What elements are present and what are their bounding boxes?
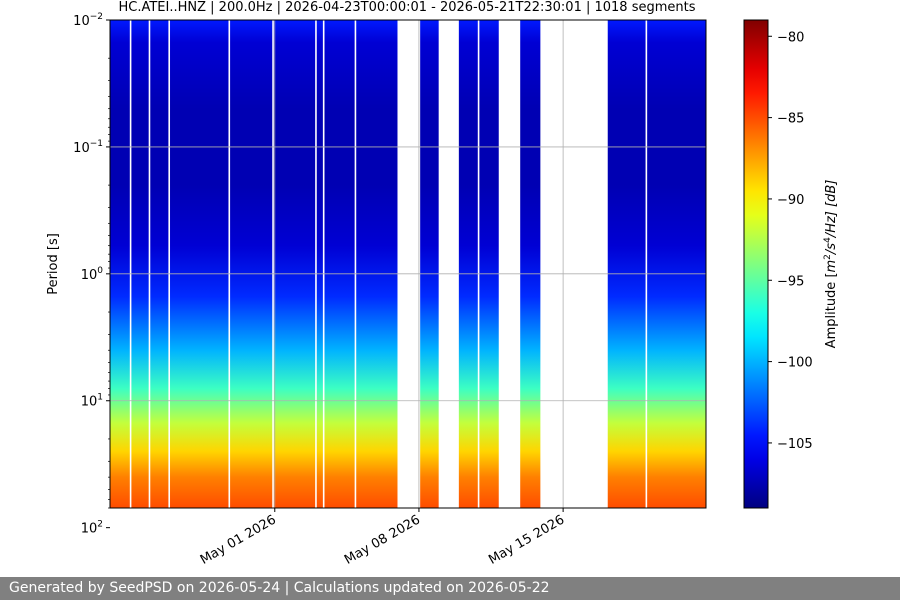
colorbar-tick-label: −100 [777, 356, 813, 371]
plot-frame [109, 19, 707, 509]
colorbar-tick-label: −80 [777, 30, 804, 45]
data-interval [110, 20, 398, 508]
colorbar-label: Amplitude [m2/s4/Hz] [dB] [823, 180, 839, 349]
segment-gap [477, 20, 480, 508]
segment-gap [228, 20, 231, 508]
segment-gap [354, 20, 357, 508]
y-axis-label: Period [s] [46, 233, 61, 295]
segment-gap [645, 20, 648, 508]
data-interval [607, 20, 706, 508]
segment-gap [129, 20, 132, 508]
y-tick-label: 10−2 [73, 12, 103, 29]
segment-gap [148, 20, 151, 508]
y-tick-label: 101 [81, 393, 103, 410]
psd-figure: HC.ATEI..HNZ | 200.0Hz | 2026-04-23T00:0… [46, 0, 839, 568]
colorbar-tick-label: −90 [777, 193, 804, 208]
x-tick-label: May 08 2026 [342, 512, 423, 567]
grid-lines [110, 20, 706, 508]
segment-gap [272, 20, 274, 508]
colorbar [743, 19, 769, 509]
x-tick-label: May 01 2026 [198, 512, 279, 567]
footer-bar: Generated by SeedPSD on 2026-05-24 | Cal… [0, 577, 900, 600]
segment-gap [418, 20, 421, 508]
y-tick-label: 10−1 [73, 139, 103, 156]
colorbar-tick-label: −95 [777, 274, 804, 289]
data-interval [520, 20, 541, 508]
segment-gap [168, 20, 171, 508]
colorbar-tick-label: −105 [777, 437, 813, 452]
y-tick-label: 100 [81, 266, 104, 283]
chart-title: HC.ATEI..HNZ | 200.0Hz | 2026-04-23T00:0… [119, 0, 696, 15]
x-axis: May 01 2026 May 08 2026 May 15 2026 [198, 508, 567, 568]
spectrogram-area [110, 20, 706, 508]
segment-gap [322, 20, 325, 508]
y-tick-label: 102 [81, 520, 103, 537]
footer-text: Generated by SeedPSD on 2026-05-24 | Cal… [9, 580, 550, 596]
x-tick-label: May 15 2026 [486, 512, 567, 567]
data-interval [418, 20, 439, 508]
y-axis: 10−2 10−1 100 101 102 [73, 12, 110, 537]
colorbar-axis: −80 −85 −90 −95 −100 −105 [768, 30, 813, 452]
colorbar-tick-label: −85 [777, 112, 804, 127]
segment-gap [315, 20, 317, 508]
